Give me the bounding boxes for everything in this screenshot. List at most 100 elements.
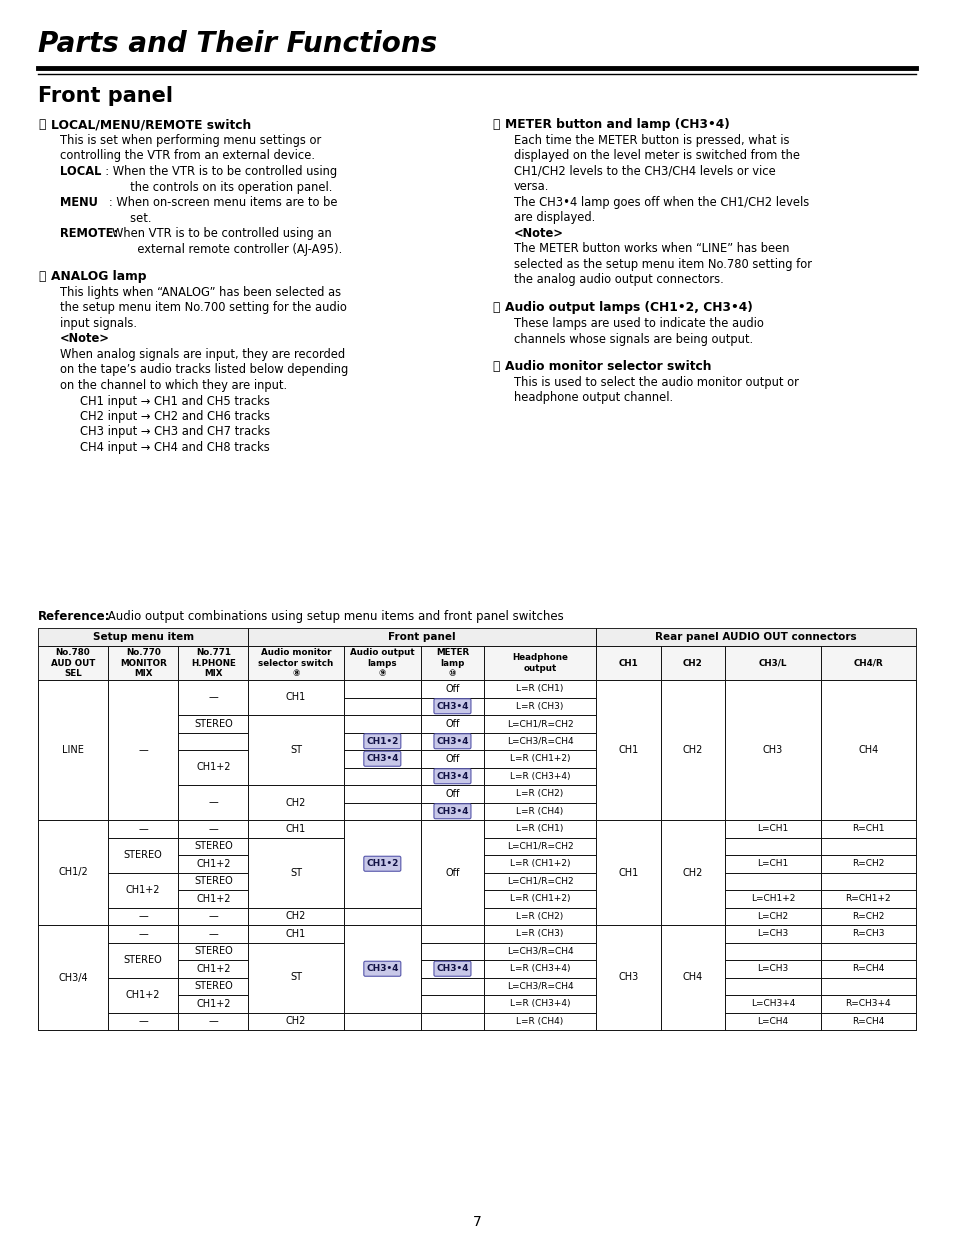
- Text: METER button and lamp (CH3•4): METER button and lamp (CH3•4): [504, 119, 729, 131]
- Text: STEREO: STEREO: [124, 850, 162, 860]
- Bar: [724, 960, 820, 977]
- Text: —: —: [138, 745, 148, 755]
- Text: CH2: CH2: [682, 658, 702, 667]
- Bar: [343, 803, 420, 820]
- Bar: [483, 837, 596, 855]
- Bar: [820, 942, 915, 960]
- Bar: [483, 715, 596, 732]
- Bar: [596, 820, 660, 837]
- Text: CH3•4: CH3•4: [436, 737, 468, 746]
- Bar: [108, 908, 178, 925]
- Text: selected as the setup menu item No.780 setting for: selected as the setup menu item No.780 s…: [514, 258, 811, 270]
- Bar: [38, 925, 108, 1030]
- Bar: [420, 785, 483, 803]
- Bar: [420, 698, 483, 715]
- Bar: [343, 715, 420, 732]
- Text: CH3: CH3: [762, 745, 782, 755]
- Bar: [724, 890, 820, 908]
- Bar: [483, 767, 596, 785]
- FancyBboxPatch shape: [363, 751, 400, 766]
- Bar: [343, 1013, 420, 1030]
- Bar: [420, 715, 483, 732]
- Bar: [596, 785, 660, 803]
- Text: LOCAL/MENU/REMOTE switch: LOCAL/MENU/REMOTE switch: [51, 119, 251, 131]
- Bar: [248, 646, 343, 680]
- Bar: [343, 977, 420, 995]
- Text: CH1: CH1: [618, 867, 638, 878]
- Bar: [420, 942, 483, 960]
- Bar: [420, 855, 483, 872]
- Bar: [248, 767, 343, 785]
- Bar: [420, 715, 483, 732]
- Bar: [483, 750, 596, 767]
- Bar: [108, 942, 178, 977]
- Bar: [724, 680, 820, 820]
- FancyBboxPatch shape: [434, 804, 471, 819]
- Bar: [178, 646, 248, 680]
- Bar: [724, 646, 820, 680]
- Bar: [660, 855, 724, 872]
- Bar: [343, 732, 420, 750]
- Text: —: —: [138, 929, 148, 939]
- Bar: [820, 960, 915, 977]
- Bar: [420, 750, 483, 767]
- Text: L=CH1/R=CH2: L=CH1/R=CH2: [506, 842, 573, 851]
- Bar: [108, 715, 178, 732]
- Bar: [178, 908, 248, 925]
- Text: STEREO: STEREO: [193, 841, 233, 851]
- Bar: [596, 820, 660, 925]
- Text: —: —: [208, 824, 218, 834]
- Bar: [108, 925, 178, 942]
- Bar: [724, 680, 820, 698]
- Bar: [248, 837, 343, 855]
- Text: R=CH2: R=CH2: [851, 860, 883, 868]
- Bar: [178, 977, 248, 995]
- Text: No.780
AUD OUT
SEL: No.780 AUD OUT SEL: [51, 648, 95, 678]
- Bar: [420, 767, 483, 785]
- Text: L=R (CH2): L=R (CH2): [516, 789, 563, 798]
- Bar: [343, 767, 420, 785]
- Text: CH1•2: CH1•2: [366, 737, 398, 746]
- Text: CH2: CH2: [286, 1016, 306, 1026]
- Bar: [420, 767, 483, 785]
- Bar: [420, 925, 483, 942]
- Bar: [596, 715, 660, 732]
- Text: versa.: versa.: [514, 180, 549, 194]
- Bar: [660, 960, 724, 977]
- Bar: [820, 715, 915, 732]
- Text: the analog audio output connectors.: the analog audio output connectors.: [514, 273, 723, 287]
- Bar: [483, 837, 596, 855]
- Bar: [178, 925, 248, 942]
- Text: METER
lamp
⑩: METER lamp ⑩: [436, 648, 469, 678]
- Text: —: —: [138, 911, 148, 921]
- Bar: [483, 855, 596, 872]
- Bar: [108, 820, 178, 837]
- Text: The CH3•4 lamp goes off when the CH1/CH2 levels: The CH3•4 lamp goes off when the CH1/CH2…: [514, 196, 808, 209]
- Bar: [483, 908, 596, 925]
- Bar: [660, 785, 724, 803]
- Bar: [248, 803, 343, 820]
- Bar: [108, 872, 178, 890]
- Text: L=CH1/R=CH2: L=CH1/R=CH2: [506, 719, 573, 729]
- Text: CH1: CH1: [286, 824, 306, 834]
- Bar: [178, 785, 248, 803]
- Bar: [596, 837, 660, 855]
- Bar: [248, 820, 343, 837]
- Text: When analog signals are input, they are recorded: When analog signals are input, they are …: [60, 348, 345, 361]
- Bar: [343, 680, 420, 698]
- Bar: [420, 960, 483, 977]
- Bar: [596, 680, 660, 698]
- Bar: [108, 942, 178, 960]
- Bar: [178, 820, 248, 837]
- Bar: [596, 925, 660, 1030]
- Bar: [343, 925, 420, 1013]
- Bar: [483, 715, 596, 732]
- Text: CH1+2: CH1+2: [196, 858, 231, 868]
- Bar: [483, 820, 596, 837]
- Bar: [420, 803, 483, 820]
- Bar: [248, 977, 343, 995]
- Bar: [38, 629, 248, 646]
- Bar: [178, 977, 248, 995]
- Bar: [724, 908, 820, 925]
- Bar: [660, 646, 724, 680]
